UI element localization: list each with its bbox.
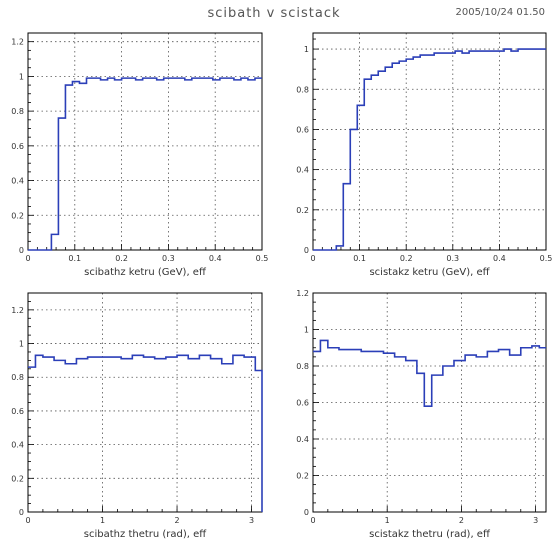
series-line (313, 48, 546, 251)
y-tick-label: 0.8 (296, 85, 309, 94)
x-tick-label: 0 (310, 516, 315, 525)
y-tick-label: 0.2 (296, 472, 309, 481)
y-tick-label: 1 (19, 340, 24, 349)
x-tick-label: 0.1 (68, 254, 81, 263)
x-tick-label: 2 (459, 516, 464, 525)
x-tick-label: 0.3 (162, 254, 175, 263)
y-tick-label: 0.4 (296, 435, 309, 444)
y-tick-label: 0.2 (296, 206, 309, 215)
y-tick-label: 0.2 (11, 211, 24, 220)
y-tick-label: 1.2 (296, 289, 309, 298)
x-axis-label: scistakz ketru (GeV), eff (369, 267, 490, 278)
x-axis-label: scistakz thetru (rad), eff (369, 529, 491, 540)
y-tick-label: 0.8 (11, 373, 24, 382)
y-tick-label: 1 (304, 326, 309, 335)
y-tick-label: 0.4 (296, 166, 309, 175)
y-tick-label: 0.8 (11, 107, 24, 116)
y-tick-label: 0.4 (11, 441, 24, 450)
y-tick-label: 1 (19, 72, 24, 81)
y-tick-label: 0.6 (11, 407, 24, 416)
y-tick-label: 0.4 (11, 177, 24, 186)
x-tick-label: 0.4 (209, 254, 222, 263)
series-line (28, 354, 263, 512)
y-tick-label: 1.2 (11, 306, 24, 315)
x-tick-label: 3 (533, 516, 538, 525)
x-tick-label: 0.3 (446, 254, 459, 263)
y-tick-label: 0 (304, 508, 309, 517)
x-tick-label: 0 (25, 516, 30, 525)
y-tick-label: 0.6 (11, 142, 24, 151)
x-tick-label: 3 (249, 516, 254, 525)
y-tick-label: 0 (304, 246, 309, 255)
x-tick-label: 0.1 (353, 254, 366, 263)
series-line (28, 77, 262, 251)
y-tick-label: 1 (304, 45, 309, 54)
figure-timestamp: 2005/10/24 01.50 (456, 7, 545, 18)
y-tick-label: 0 (19, 508, 24, 517)
plot-frame (27, 292, 263, 513)
plot-frame (27, 32, 263, 251)
y-tick-label: 0 (19, 246, 24, 255)
x-tick-label: 0.5 (540, 254, 553, 263)
x-tick-label: 0 (25, 254, 30, 263)
x-axis-label: scibathz thetru (rad), eff (84, 529, 208, 540)
figure-title: scibath v scistack (207, 6, 340, 21)
x-tick-label: 1 (385, 516, 390, 525)
x-tick-label: 2 (174, 516, 179, 525)
x-tick-label: 0.2 (400, 254, 413, 263)
panel-bottom-left: 0 1 2 3 0 0.2 0.4 0.6 0.8 1 1.2 scibathz thetru (ra… (11, 292, 263, 540)
y-tick-label: 1.2 (11, 38, 24, 47)
x-axis-label: scibathz ketru (GeV), eff (84, 267, 207, 278)
x-tick-label: 0.2 (115, 254, 128, 263)
y-tick-label: 0.6 (296, 399, 309, 408)
plot-frame (312, 32, 547, 251)
panel-top-right: 0 0.1 0.2 0.3 0.4 0.5 0 0.2 0.4 0.6 0.8 1 scistakz k… (296, 32, 553, 278)
y-tick-label: 0.8 (296, 362, 309, 371)
y-tick-label: 0.6 (296, 125, 309, 134)
panel-top-left: 0 0.1 0.2 0.3 0.4 0.5 0 0.2 0.4 0.6 0.8 1 1.2 scibath… (11, 32, 269, 278)
x-tick-label: 0.5 (256, 254, 269, 263)
series-line (313, 339, 546, 407)
x-tick-label: 1 (100, 516, 105, 525)
panel-bottom-right: 0 1 2 3 0 0.2 0.4 0.6 0.8 1 1.2 scistakz thetru (ra… (296, 289, 547, 540)
y-tick-label: 0.2 (11, 474, 24, 483)
x-tick-label: 0 (310, 254, 315, 263)
x-tick-label: 0.4 (493, 254, 506, 263)
